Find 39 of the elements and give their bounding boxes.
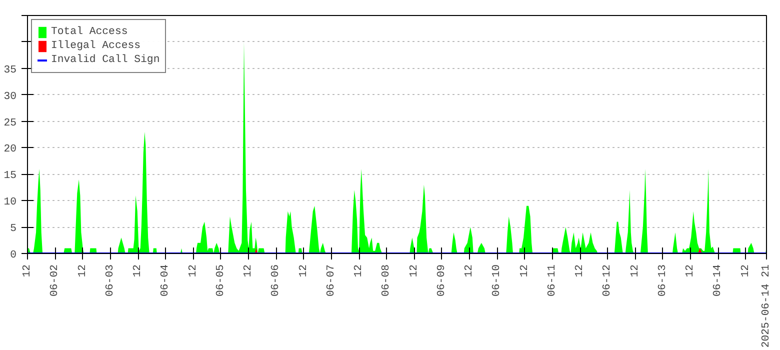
x-tick-label: 06-11 [546,264,558,296]
x-tick-label: 06-02 [49,264,62,296]
x-tick-label: 06-04 [160,264,172,296]
x-tick-label: 12 [298,264,310,278]
x-tick-label: 12 [740,264,752,278]
x-tick-label: 06-09 [436,264,448,296]
x-tick-label: 12 [22,264,34,278]
y-tick-label: 30 [4,90,17,103]
x-tick-label: 12 [242,264,255,278]
y-tick-label: 5 [10,223,17,236]
legend-label: Illegal Access [51,40,141,52]
x-tick-label: 12 [408,264,420,278]
y-tick-label: 15 [4,170,17,182]
x-tick-label: 12 [629,264,642,278]
legend-label: Total Access [51,26,128,38]
x-tick-label: 06-08 [380,264,393,296]
x-tick-label: 06-13 [656,264,669,296]
x-tick-label: 06-14 [712,264,724,296]
x-tick-label: 12 [132,264,144,278]
x-tick-label: 06-03 [104,264,116,296]
x-tick-label: 12 [518,264,531,278]
y-tick-label: 35 [4,64,17,76]
x-tick-label: 12 [574,264,586,278]
y-tick-label: 25 [4,117,17,130]
x-tick-label: 06-12 [602,264,614,296]
x-tick-label: 12 [353,264,366,278]
x-tick-label: 06-05 [214,264,227,296]
x-tick-label: 12 [684,264,697,278]
x-tick-label: 12 [464,264,476,278]
x-tick-label: 2025-06-14 21 [760,264,772,348]
y-tick-label: 0 [10,250,17,262]
x-tick-label: 12 [187,264,200,278]
y-tick-label: 10 [4,196,17,209]
x-tick-label: 06-07 [325,264,338,296]
legend-label: Invalid Call Sign [51,54,160,66]
x-tick-label: 12 [76,264,89,278]
x-tick-label: 06-10 [491,264,504,296]
x-tick-label: 06-06 [270,264,282,296]
y-tick-label: 20 [4,144,17,156]
